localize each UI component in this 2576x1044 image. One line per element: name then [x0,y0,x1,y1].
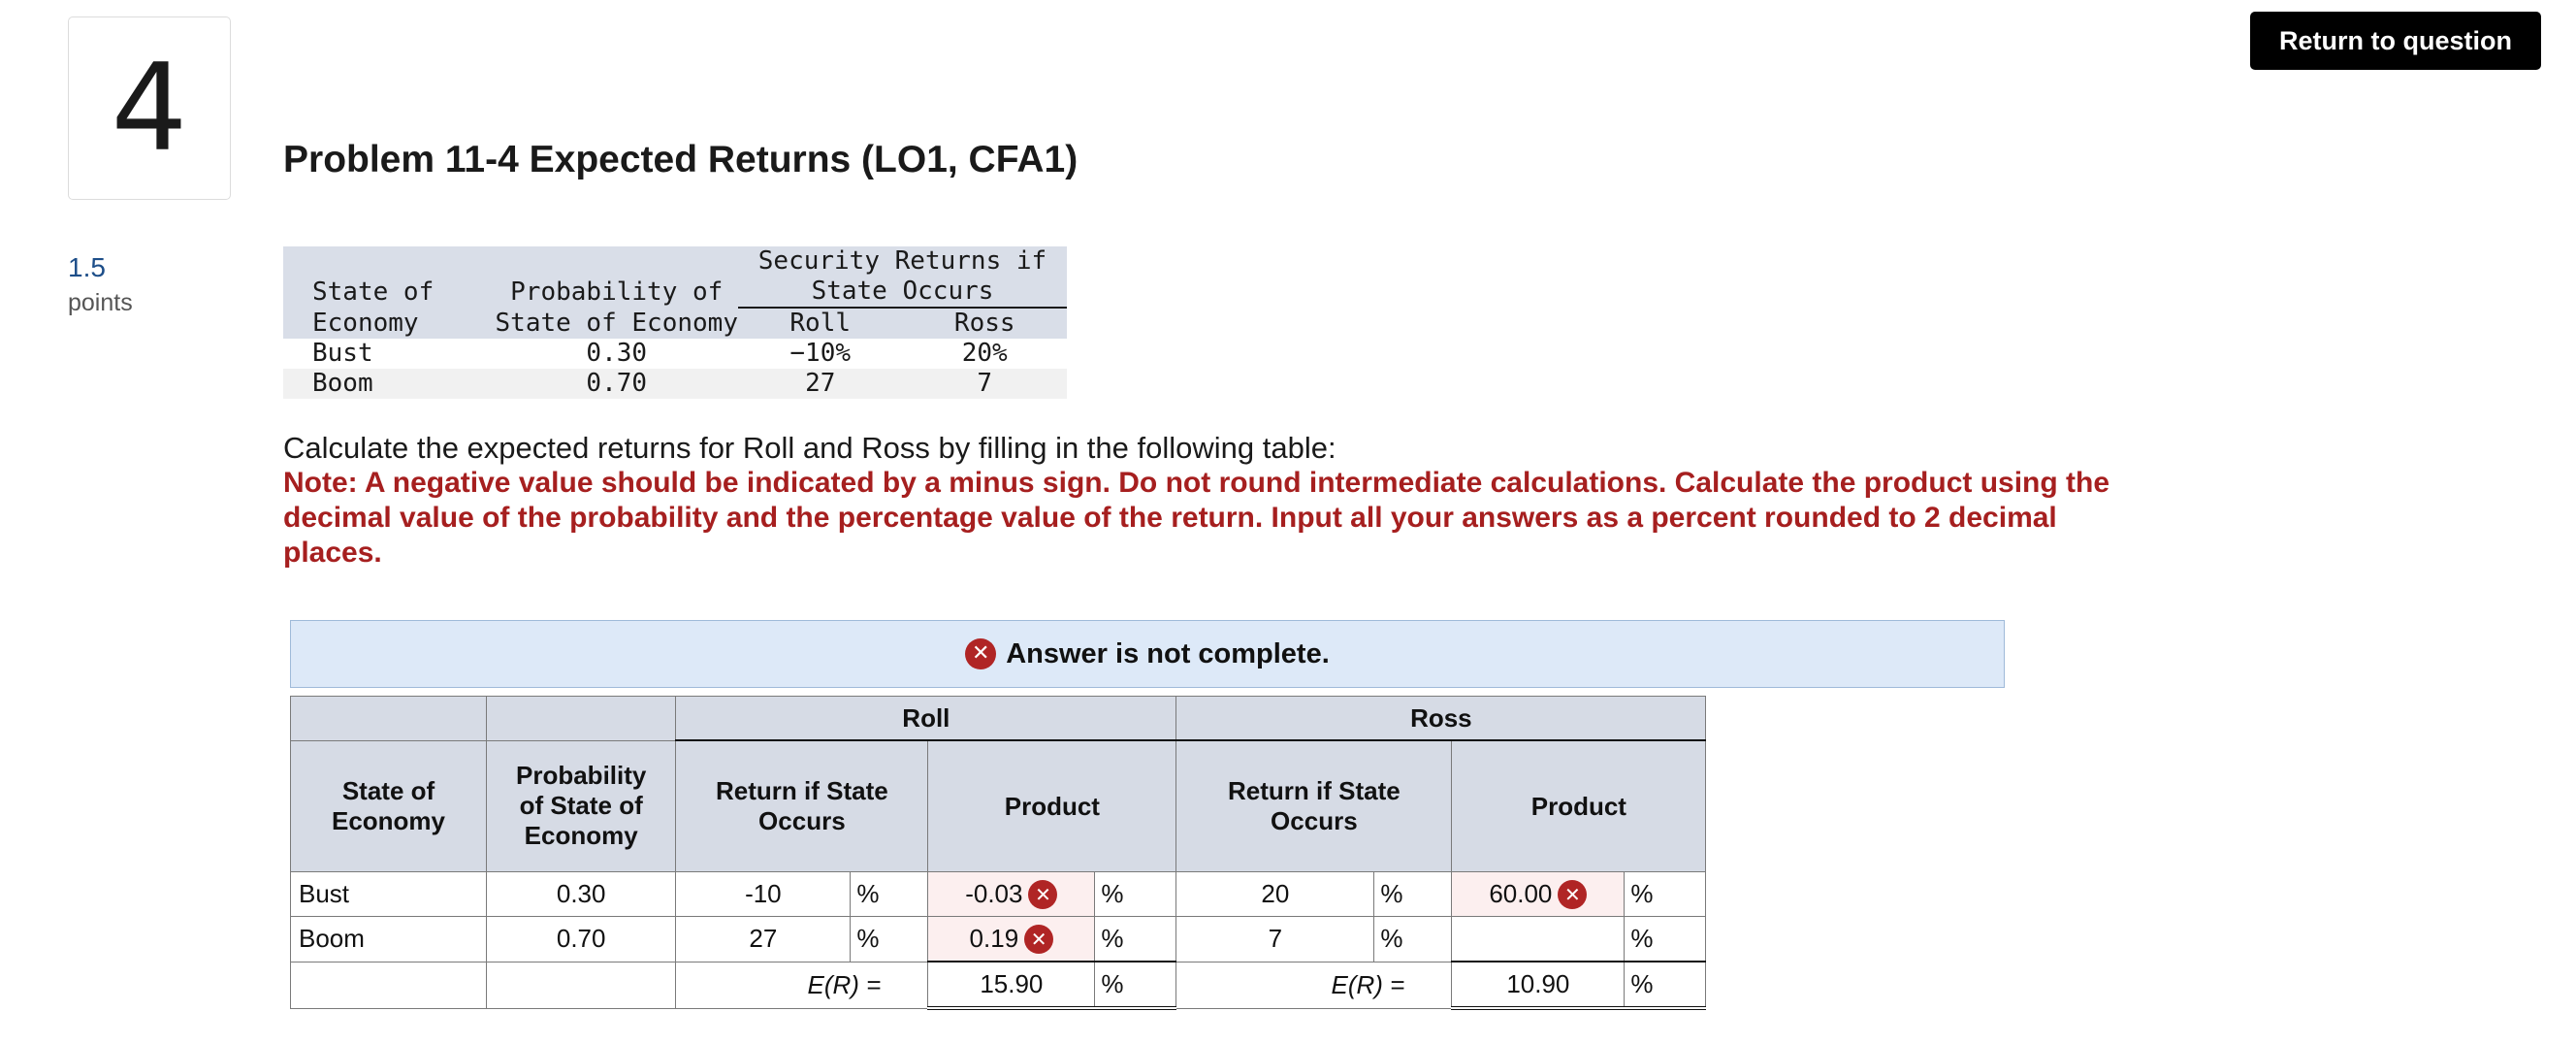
header-state-1: State of [283,277,496,308]
pct-label: % [850,916,929,962]
roll-product-input[interactable]: 0.19 ✕ [927,916,1096,962]
status-text: Answer is not complete. [1006,637,1330,669]
x-circle-icon: ✕ [1558,879,1588,909]
prob-cell: 0.30 [495,339,738,369]
prob-cell: 0.70 [485,916,677,962]
col-ross-product: Product [1451,739,1707,872]
ross-er-input[interactable]: 10.90 [1451,961,1626,1010]
roll-product-input[interactable]: -0.03 ✕ [927,871,1096,917]
header-security-returns: Security Returns if [737,246,1067,277]
ross-header: Ross [1175,696,1707,741]
col-probability: Probability of State of Economy [485,739,677,872]
roll-er-input[interactable]: 15.90 [927,961,1096,1010]
col-ross-return: Return if State Occurs [1175,739,1453,872]
x-circle-icon: ✕ [1024,924,1054,954]
given-data-table: Security Returns if State of Probability… [283,246,1067,399]
problem-title: Problem 11-4 Expected Returns (LO1, CFA1… [283,139,1079,180]
pct-label: % [1094,961,1177,1010]
header-prob-2: State of Economy [495,308,738,339]
pct-label: % [1094,916,1177,962]
pct-label: % [1094,871,1177,917]
x-circle-icon: ✕ [1028,879,1058,909]
header-ross: Ross [902,308,1067,339]
return-to-question-button[interactable]: Return to question [2250,12,2541,70]
header-roll: Roll [737,308,903,339]
pct-label: % [1624,961,1707,1010]
pct-label: % [1373,871,1453,917]
table-row: Bust 0.30 −10% 20% [283,339,1067,369]
header-state-occurs: State Occurs [737,277,1067,309]
points-label: points [68,289,133,316]
table-row: Bust 0.30 -10 % -0.03 ✕ % 20 % 60.00 ✕ % [290,871,1707,917]
pct-label: % [1624,916,1707,962]
ross-product-value: 60.00 [1489,879,1553,908]
roll-return-input[interactable]: 27 [675,916,852,962]
state-cell: Boom [290,916,487,962]
roll-product-value: 0.19 [969,924,1019,953]
ross-cell: 20% [902,339,1067,369]
roll-er-label: E(R) = [675,961,929,1009]
roll-header: Roll [675,696,1177,741]
header-prob-1: Probability of [495,277,738,308]
status-banner: ✕ Answer is not complete. [290,620,2005,688]
col-roll-product: Product [927,739,1177,872]
points-value: 1.5 [68,252,106,282]
ross-product-input[interactable]: 60.00 ✕ [1451,871,1626,917]
state-cell: Bust [283,339,496,369]
ross-er-label: E(R) = [1175,961,1453,1009]
roll-return-input[interactable]: -10 [675,871,852,917]
table-row: Boom 0.70 27 7 [283,369,1067,399]
ross-return-input[interactable]: 20 [1175,871,1375,917]
prob-cell: 0.70 [495,369,738,399]
pct-label: % [850,871,929,917]
x-circle-icon: ✕ [965,638,997,669]
note-text: Note: A negative value should be indicat… [283,467,2110,569]
prob-cell: 0.30 [485,871,677,917]
ross-product-input[interactable] [1451,916,1626,962]
ross-cell: 7 [902,369,1067,399]
question-number: 4 [68,16,231,200]
col-roll-return: Return if State Occurs [675,739,929,872]
state-cell: Bust [290,871,487,917]
header-state-2: Economy [283,308,496,339]
pct-label: % [1373,916,1453,962]
roll-product-value: -0.03 [965,879,1023,908]
ross-return-input[interactable]: 7 [1175,916,1375,962]
roll-cell: −10% [737,339,903,369]
pct-label: % [1624,871,1707,917]
expected-return-row: E(R) = 15.90 % E(R) = 10.90 % [290,961,1707,1010]
instruction-text: Calculate the expected returns for Roll … [283,431,1336,465]
roll-cell: 27 [737,369,903,399]
answer-table: Roll Ross State of Economy Probability o… [290,696,1707,1010]
table-row: Boom 0.70 27 % 0.19 ✕ % 7 % % [290,916,1707,962]
state-cell: Boom [283,369,496,399]
col-state: State of Economy [290,739,487,872]
